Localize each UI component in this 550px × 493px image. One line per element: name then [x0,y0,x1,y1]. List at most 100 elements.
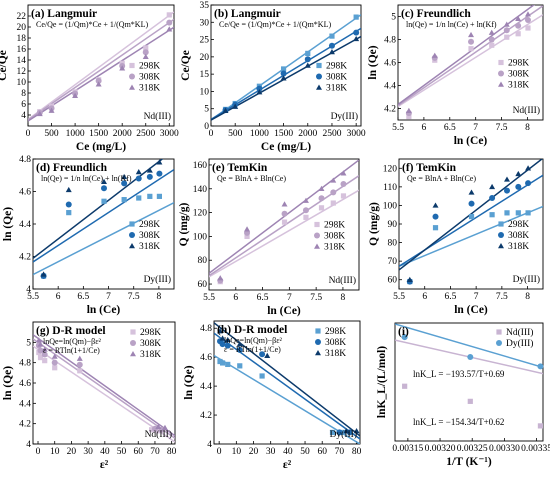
x-tick-label: 3000 [160,129,179,139]
y-tick-label: 4.8 [200,324,212,334]
data-point-dyiii [401,334,408,341]
y-tick-label: 4 [207,440,212,450]
data-point-318k [488,29,495,35]
y-tick-label: 100 [383,201,398,211]
legend-marker [129,232,135,238]
panel-title: (f) TemKin [402,162,457,174]
data-point-318k [119,65,126,71]
data-point-298k [101,198,107,204]
data-point-318k [65,186,72,193]
data-point-308k [236,346,243,353]
y-axis-label: ln (Qe) [183,365,195,399]
x-tick-label: 7.5 [310,293,322,303]
data-point-308k [328,42,335,49]
x-tick-label: 0.00320 [425,444,456,454]
data-point-308k [51,359,58,366]
legend-label: 298K [326,62,347,72]
data-point-298k [525,210,531,216]
x-tick-label: 5.5 [393,292,405,302]
panel-g: 0 10 20 30 40 50 60 70 80 4 4.2 4.4 4.6 4.8 5 (g) D-R m… [2,321,177,471]
x-tick-label: 30 [266,447,276,457]
data-point-318k [121,173,128,180]
x-tick-label: 6 [233,293,238,303]
data-point-318k [353,427,360,434]
data-point-308k [101,185,108,192]
data-point-318k [142,53,149,59]
data-point-318k [76,355,83,361]
y-tick-label: 5 [26,338,31,348]
data-point-318k [281,201,288,207]
data-point-318k [36,110,43,117]
legend-marker [315,350,321,356]
data-point-308k [65,201,72,208]
y-tick-label: 4.8 [384,36,396,46]
x-tick-label: 8 [525,292,530,302]
legend-label: Nd(III) [506,327,533,338]
legend-label: 318K [326,84,347,94]
y-tick-label: 110 [383,183,397,193]
y-tick-label: 120 [383,164,398,174]
legend-marker [316,84,322,90]
legend-label: 318K [139,84,160,94]
y-axis-label: Ce/Qe [180,50,192,81]
y-axis-label: lnK_L/(L/mol) [376,346,388,418]
y-tick-label: 4.2 [384,105,396,115]
legend-marker [315,328,321,334]
fit-line-298k [28,11,174,121]
legend-label: 318K [325,349,346,359]
legend-label: 298K [140,328,161,338]
y-tick-label: 4.4 [200,382,212,392]
x-tick-label: 0 [209,129,214,139]
data-point-308k [489,195,496,201]
fit-line-318k [33,159,164,259]
data-point-308k [503,27,510,34]
y-tick-label: 4 [26,440,31,450]
y-tick-label: 15 [200,70,210,80]
panel-title: (c) Freundlich [401,8,471,20]
legend-marker [498,221,504,227]
y-tick-label: 22 [17,12,27,22]
x-tick-label: 6 [422,123,427,133]
data-point-298k [42,358,48,364]
fit-equation-dy: lnK_L = −193.57/T+0.69 [413,369,505,379]
data-point-318k [217,328,224,334]
x-axis-label: ε² [100,459,109,471]
data-point-318k [515,170,522,177]
legend-marker [130,351,136,357]
x-tick-label: 6.5 [77,292,89,302]
data-point-318k [40,271,47,277]
x-tick-label: 7 [106,292,111,302]
x-tick-label: 7 [287,293,292,303]
legend-marker [129,84,135,90]
data-point-298k [147,193,153,199]
data-point-308k [336,429,343,436]
legend-label: 308K [139,73,160,83]
y-tick-label: 6 [21,100,26,110]
data-point-318k [135,169,142,175]
fit-line-298k [214,354,360,444]
data-point-318k [525,165,532,171]
data-point-318k [161,424,168,430]
plot-frame [394,322,544,442]
data-point-298k [329,33,335,39]
x-tick-label: 7.5 [496,123,508,133]
data-point-318k [353,35,360,42]
legend-label: 308K [139,231,160,241]
data-point-ndiii [402,383,408,389]
y-tick-label: 80 [388,239,398,249]
plot-frame [210,4,362,127]
x-tick-label: 6.5 [444,123,456,133]
legend-label: 298K [508,59,529,69]
model-equation: Qe = BlnA + Bln(Ce) [407,174,476,183]
data-point-318k [330,177,337,183]
x-tick-label: 6 [422,292,427,302]
data-point-298k [525,25,531,31]
data-point-308k [304,56,311,63]
y-tick-label: 4.8 [19,359,31,369]
legend-label: 308K [325,338,346,348]
legend-marker [316,73,322,80]
data-point-298k [143,45,149,51]
data-point-318k [37,341,44,347]
x-tick-label: 0.00330 [489,444,520,454]
